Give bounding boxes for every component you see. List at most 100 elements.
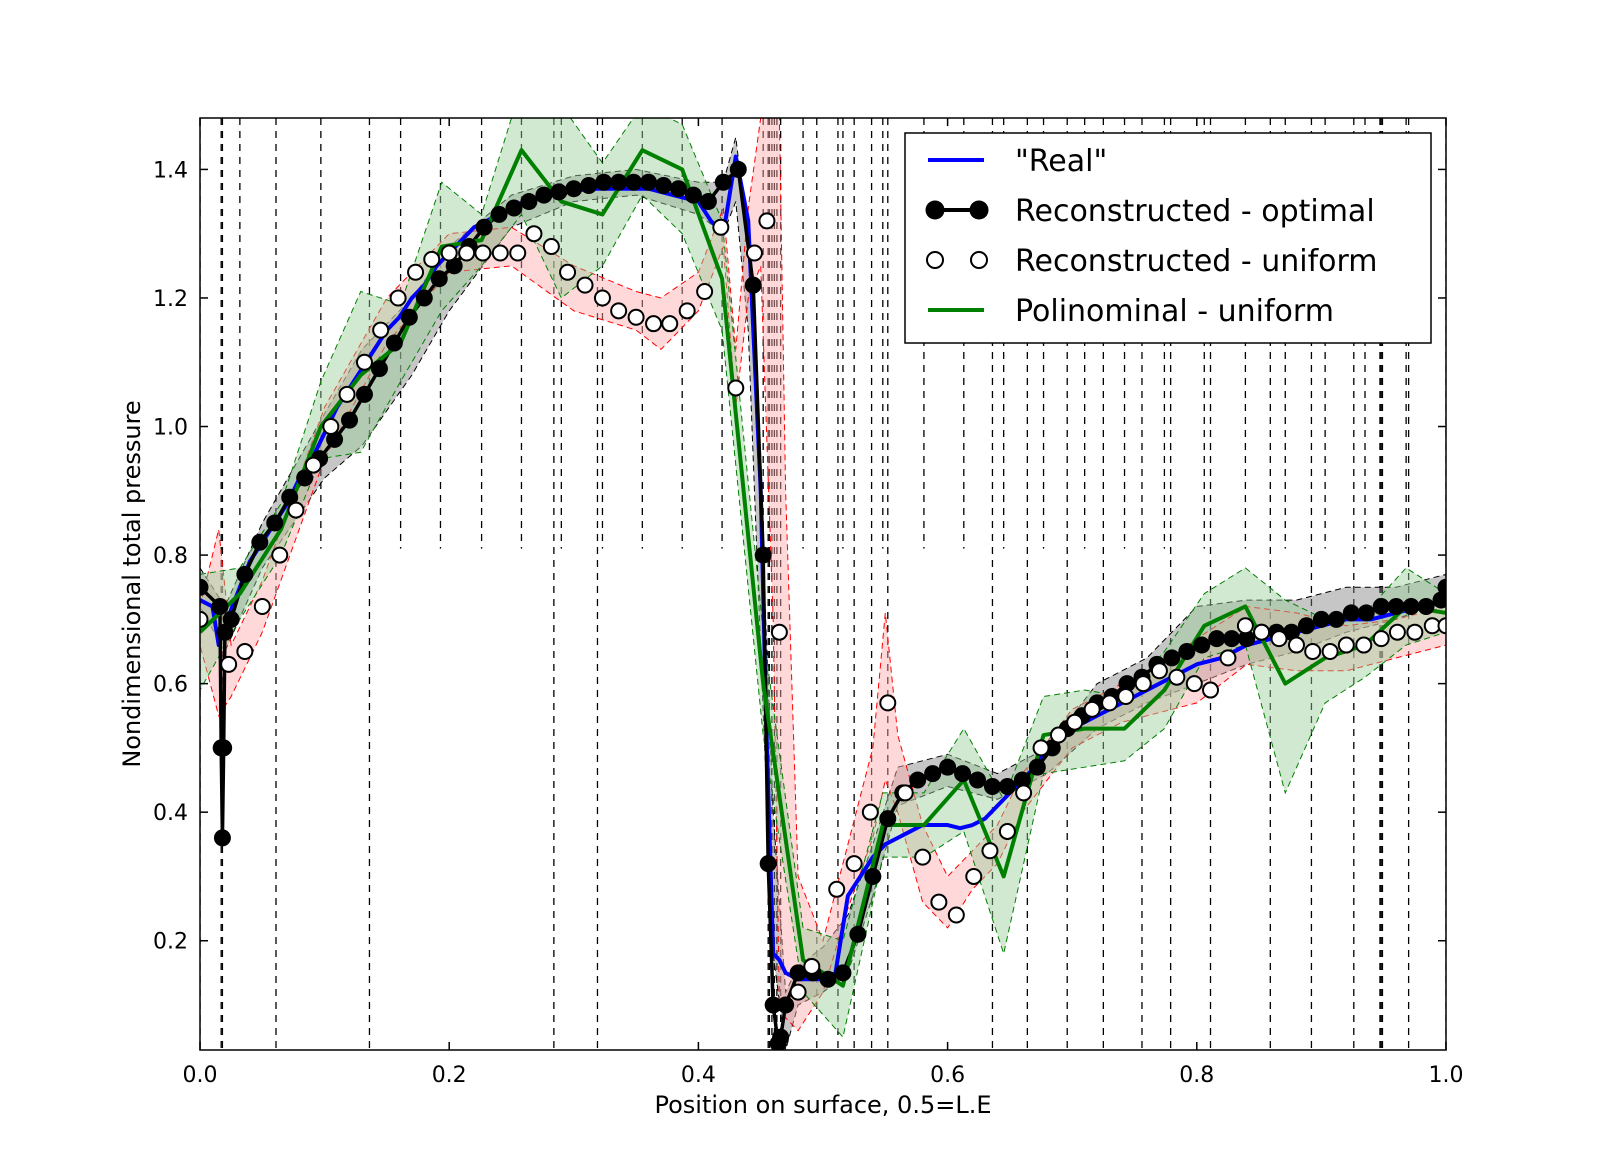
point-reconstructed-uniform [322, 418, 340, 436]
point-reconstructed-uniform [803, 957, 821, 975]
point-reconstructed-optimal [565, 180, 583, 198]
point-reconstructed-uniform [727, 379, 745, 397]
y-tick-label: 0.4 [153, 801, 188, 826]
point-reconstructed-optimal [983, 777, 1001, 795]
point-reconstructed-optimal [1208, 630, 1226, 648]
point-reconstructed-optimal [490, 205, 508, 223]
point-reconstructed-optimal [1223, 630, 1241, 648]
point-reconstructed-uniform [896, 784, 914, 802]
point-reconstructed-optimal [834, 964, 852, 982]
point-reconstructed-uniform [661, 315, 679, 333]
point-reconstructed-uniform [1015, 784, 1033, 802]
point-reconstructed-optimal [1028, 758, 1046, 776]
point-reconstructed-uniform [1049, 726, 1067, 744]
point-reconstructed-optimal [772, 1028, 790, 1046]
point-reconstructed-uniform [1270, 630, 1288, 648]
point-reconstructed-uniform [845, 855, 863, 873]
point-reconstructed-optimal [655, 176, 673, 194]
point-reconstructed-optimal [610, 173, 628, 191]
point-reconstructed-uniform [1032, 739, 1050, 757]
point-reconstructed-optimal [777, 996, 795, 1014]
point-reconstructed-uniform [1150, 662, 1168, 680]
point-reconstructed-optimal [535, 186, 553, 204]
point-reconstructed-optimal [879, 810, 897, 828]
y-tick-label: 1.4 [153, 158, 188, 183]
point-reconstructed-optimal [400, 308, 418, 326]
point-reconstructed-uniform [965, 867, 983, 885]
band-polinominal-uniform [200, 118, 1446, 1039]
point-reconstructed-optimal [1013, 771, 1031, 789]
point-reconstructed-uniform [304, 456, 322, 474]
point-reconstructed-uniform [1185, 675, 1203, 693]
point-reconstructed-optimal [266, 514, 284, 532]
point-reconstructed-uniform [1372, 630, 1390, 648]
point-reconstructed-uniform [509, 244, 527, 262]
legend-label-optimal: Reconstructed - optimal [1015, 194, 1375, 229]
point-reconstructed-uniform [355, 353, 373, 371]
point-reconstructed-optimal [215, 739, 233, 757]
point-reconstructed-uniform [491, 244, 509, 262]
legend-label-polynomial: Polinominal - uniform [1015, 294, 1334, 329]
point-reconstructed-optimal [200, 578, 209, 596]
y-tick-label: 0.6 [153, 673, 188, 698]
y-axis-ticks: 0.2 0.4 0.6 0.8 1.0 1.2 1.4 [153, 158, 1446, 955]
point-reconstructed-optimal [211, 597, 229, 615]
x-axis-title: Position on surface, 0.5=L.E [655, 1091, 992, 1119]
point-reconstructed-uniform [576, 276, 594, 294]
point-reconstructed-uniform [947, 906, 965, 924]
point-reconstructed-uniform [981, 842, 999, 860]
legend-label-real: "Real" [1015, 144, 1107, 179]
point-reconstructed-optimal [445, 257, 463, 275]
point-reconstructed-optimal [1327, 610, 1345, 628]
point-reconstructed-optimal [759, 855, 777, 873]
x-tick-label: 0.8 [1179, 1063, 1214, 1088]
point-reconstructed-uniform [407, 263, 425, 281]
point-reconstructed-optimal [1178, 642, 1196, 660]
point-reconstructed-optimal [475, 218, 493, 236]
point-reconstructed-optimal [764, 996, 782, 1014]
point-reconstructed-optimal [1432, 591, 1446, 609]
point-reconstructed-uniform [879, 694, 897, 712]
point-reconstructed-optimal [1437, 578, 1446, 596]
plot-frame [199, 117, 1447, 1051]
point-reconstructed-uniform [458, 244, 476, 262]
point-reconstructed-uniform [542, 238, 560, 256]
point-reconstructed-optimal [864, 867, 882, 885]
point-reconstructed-optimal [640, 173, 658, 191]
point-reconstructed-optimal [370, 360, 388, 378]
point-reconstructed-uniform [627, 308, 645, 326]
point-reconstructed-uniform [745, 244, 763, 262]
point-reconstructed-uniform [1117, 687, 1135, 705]
point-reconstructed-uniform [440, 244, 458, 262]
point-reconstructed-optimal [789, 964, 807, 982]
point-reconstructed-optimal [998, 777, 1016, 795]
point-reconstructed-optimal [1312, 610, 1330, 628]
point-reconstructed-optimal [699, 193, 717, 211]
point-reconstructed-optimal [236, 565, 254, 583]
point-reconstructed-uniform [271, 546, 289, 564]
x-axis-ticks: 0.0 0.2 0.4 0.6 0.8 1.0 [183, 118, 1464, 1088]
point-reconstructed-optimal [222, 610, 240, 628]
point-reconstructed-optimal [296, 469, 314, 487]
point-reconstructed-uniform [1066, 713, 1084, 731]
legend: "Real" Reconstructed - optimal Reconstru… [904, 132, 1432, 344]
point-reconstructed-uniform [712, 218, 730, 236]
point-reconstructed-optimal [520, 193, 538, 211]
point-reconstructed-optimal [1118, 675, 1136, 693]
point-reconstructed-optimal [1357, 604, 1375, 622]
point-reconstructed-uniform [1219, 649, 1237, 667]
point-reconstructed-uniform [789, 983, 807, 1001]
point-reconstructed-optimal [1417, 597, 1435, 615]
point-reconstructed-optimal [1342, 604, 1360, 622]
point-reconstructed-optimal [969, 771, 987, 789]
legend-swatch-optimal-marker-right [969, 200, 989, 220]
point-reconstructed-optimal [1387, 597, 1405, 615]
point-reconstructed-uniform [1083, 700, 1101, 718]
point-reconstructed-uniform [1406, 623, 1424, 641]
point-reconstructed-optimal [505, 199, 523, 217]
point-reconstructed-optimal [1297, 617, 1315, 635]
point-reconstructed-uniform [287, 501, 305, 519]
point-reconstructed-uniform [1101, 694, 1119, 712]
x-tick-label: 1.0 [1429, 1063, 1464, 1088]
point-reconstructed-uniform [253, 597, 271, 615]
